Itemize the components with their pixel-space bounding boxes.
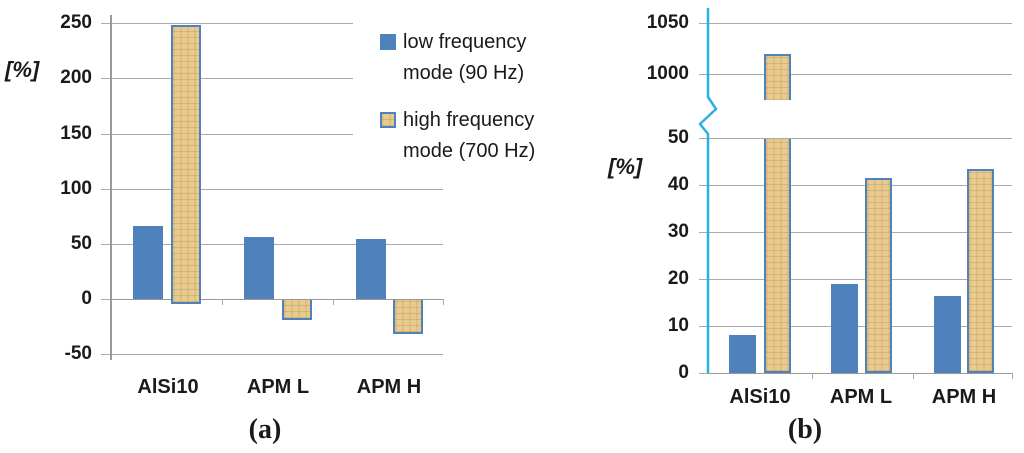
chart-a-y-unit-label: [%] xyxy=(5,57,40,82)
y-tick-mark xyxy=(699,279,708,280)
gridline xyxy=(110,354,443,355)
legend-label-high-frequency: high frequency mode (700 Hz) xyxy=(403,105,535,167)
y-tick-mark xyxy=(101,189,110,190)
y-tick-mark xyxy=(101,134,110,135)
y-tick-label: 100 xyxy=(60,178,92,199)
x-tick-mark xyxy=(812,373,813,379)
y-tick-label: 1000 xyxy=(646,63,689,84)
bar-a-alsi10-high-frequency xyxy=(171,25,201,304)
gridline xyxy=(110,23,443,24)
bar-a-apm-l-high-frequency xyxy=(282,300,312,320)
y-tick-mark xyxy=(101,299,110,300)
bar-b-apm-l-high-frequency xyxy=(865,177,892,373)
gridline xyxy=(708,326,1012,327)
bar-b-alsi10-low-frequency xyxy=(729,335,756,373)
x-category-label-b-apm-l: APM L xyxy=(829,386,893,408)
x-category-label-b-apm-h: APM H xyxy=(931,386,997,408)
x-category-label-a-apm-l: APM L xyxy=(246,376,310,398)
x-tick-mark xyxy=(913,373,914,379)
y-tick-label: 50 xyxy=(70,233,92,254)
chart-b-y-unit-label: [%] xyxy=(608,154,643,179)
legend: low frequency mode (90 Hz) high frequenc… xyxy=(353,14,553,162)
gridline xyxy=(708,23,1012,24)
legend-label-low-frequency: low frequency mode (90 Hz) xyxy=(403,27,526,89)
y-tick-mark xyxy=(699,373,708,374)
caption-a: (a) xyxy=(248,414,282,445)
high-frequency-swatch-icon xyxy=(380,112,396,128)
legend-label-low-line1: low frequency xyxy=(403,31,527,53)
bar-b-apm-h-low-frequency xyxy=(934,295,961,373)
gridline xyxy=(110,244,443,245)
bar-b-apm-l-low-frequency xyxy=(831,283,858,373)
legend-item-low-frequency: low frequency mode (90 Hz) xyxy=(353,27,553,89)
gridline xyxy=(708,138,1012,139)
bar-a-alsi10-low-frequency xyxy=(133,226,163,299)
x-tick-mark xyxy=(333,299,334,305)
y-tick-mark xyxy=(699,232,708,233)
y-tick-mark xyxy=(101,244,110,245)
gridline xyxy=(708,74,1012,75)
bar-b-alsi10-upper-segment-high-frequency xyxy=(764,53,791,100)
y-axis-line xyxy=(110,15,112,360)
y-tick-label: 30 xyxy=(667,221,689,242)
y-tick-label: 10 xyxy=(667,315,689,336)
y-tick-label: 0 xyxy=(81,288,92,309)
legend-item-high-frequency: high frequency mode (700 Hz) xyxy=(353,105,553,167)
y-tick-mark xyxy=(699,185,708,186)
gridline xyxy=(708,373,1012,374)
bar-a-apm-h-low-frequency xyxy=(356,239,386,299)
axis-break-zigzag-icon xyxy=(698,8,718,373)
x-category-label-b-alsi10: AlSi10 xyxy=(729,386,791,408)
caption-b: (b) xyxy=(787,414,823,445)
gridline xyxy=(708,232,1012,233)
y-tick-mark xyxy=(699,326,708,327)
bar-b-alsi10-lower-segment-high-frequency xyxy=(764,139,791,373)
gridline xyxy=(110,134,443,135)
y-tick-label: 0 xyxy=(678,362,689,383)
gridline xyxy=(708,185,1012,186)
legend-label-low-line2: mode (90 Hz) xyxy=(403,62,525,84)
legend-label-high-line1: high frequency xyxy=(403,109,535,131)
legend-label-high-line2: mode (700 Hz) xyxy=(403,140,536,162)
gridline xyxy=(110,78,443,79)
y-tick-label: 1050 xyxy=(646,12,689,33)
gridline xyxy=(110,189,443,190)
bar-a-apm-l-low-frequency xyxy=(244,237,274,299)
y-tick-label: 250 xyxy=(60,12,92,33)
y-tick-mark xyxy=(699,23,708,24)
gridline xyxy=(708,279,1012,280)
y-tick-label: 50 xyxy=(667,127,689,148)
gridline xyxy=(110,299,443,300)
low-frequency-swatch-icon xyxy=(380,34,396,50)
y-tick-label: 200 xyxy=(60,67,92,88)
y-tick-mark xyxy=(699,138,708,139)
x-tick-mark xyxy=(443,299,444,305)
y-tick-mark xyxy=(101,23,110,24)
y-tick-mark xyxy=(699,74,708,75)
y-tick-label: 40 xyxy=(667,174,689,195)
y-tick-label: 20 xyxy=(667,268,689,289)
x-category-label-a-alsi10: AlSi10 xyxy=(137,376,199,398)
y-tick-mark xyxy=(101,78,110,79)
x-tick-mark xyxy=(222,299,223,305)
broken-y-axis-line xyxy=(698,8,718,373)
x-tick-mark xyxy=(1012,373,1013,379)
y-tick-label: 150 xyxy=(60,123,92,144)
y-tick-label: -50 xyxy=(64,343,92,364)
bar-a-apm-h-high-frequency xyxy=(393,300,423,335)
bar-b-apm-h-high-frequency xyxy=(967,169,994,373)
x-category-label-a-apm-h: APM H xyxy=(356,376,422,398)
y-tick-mark xyxy=(101,354,110,355)
